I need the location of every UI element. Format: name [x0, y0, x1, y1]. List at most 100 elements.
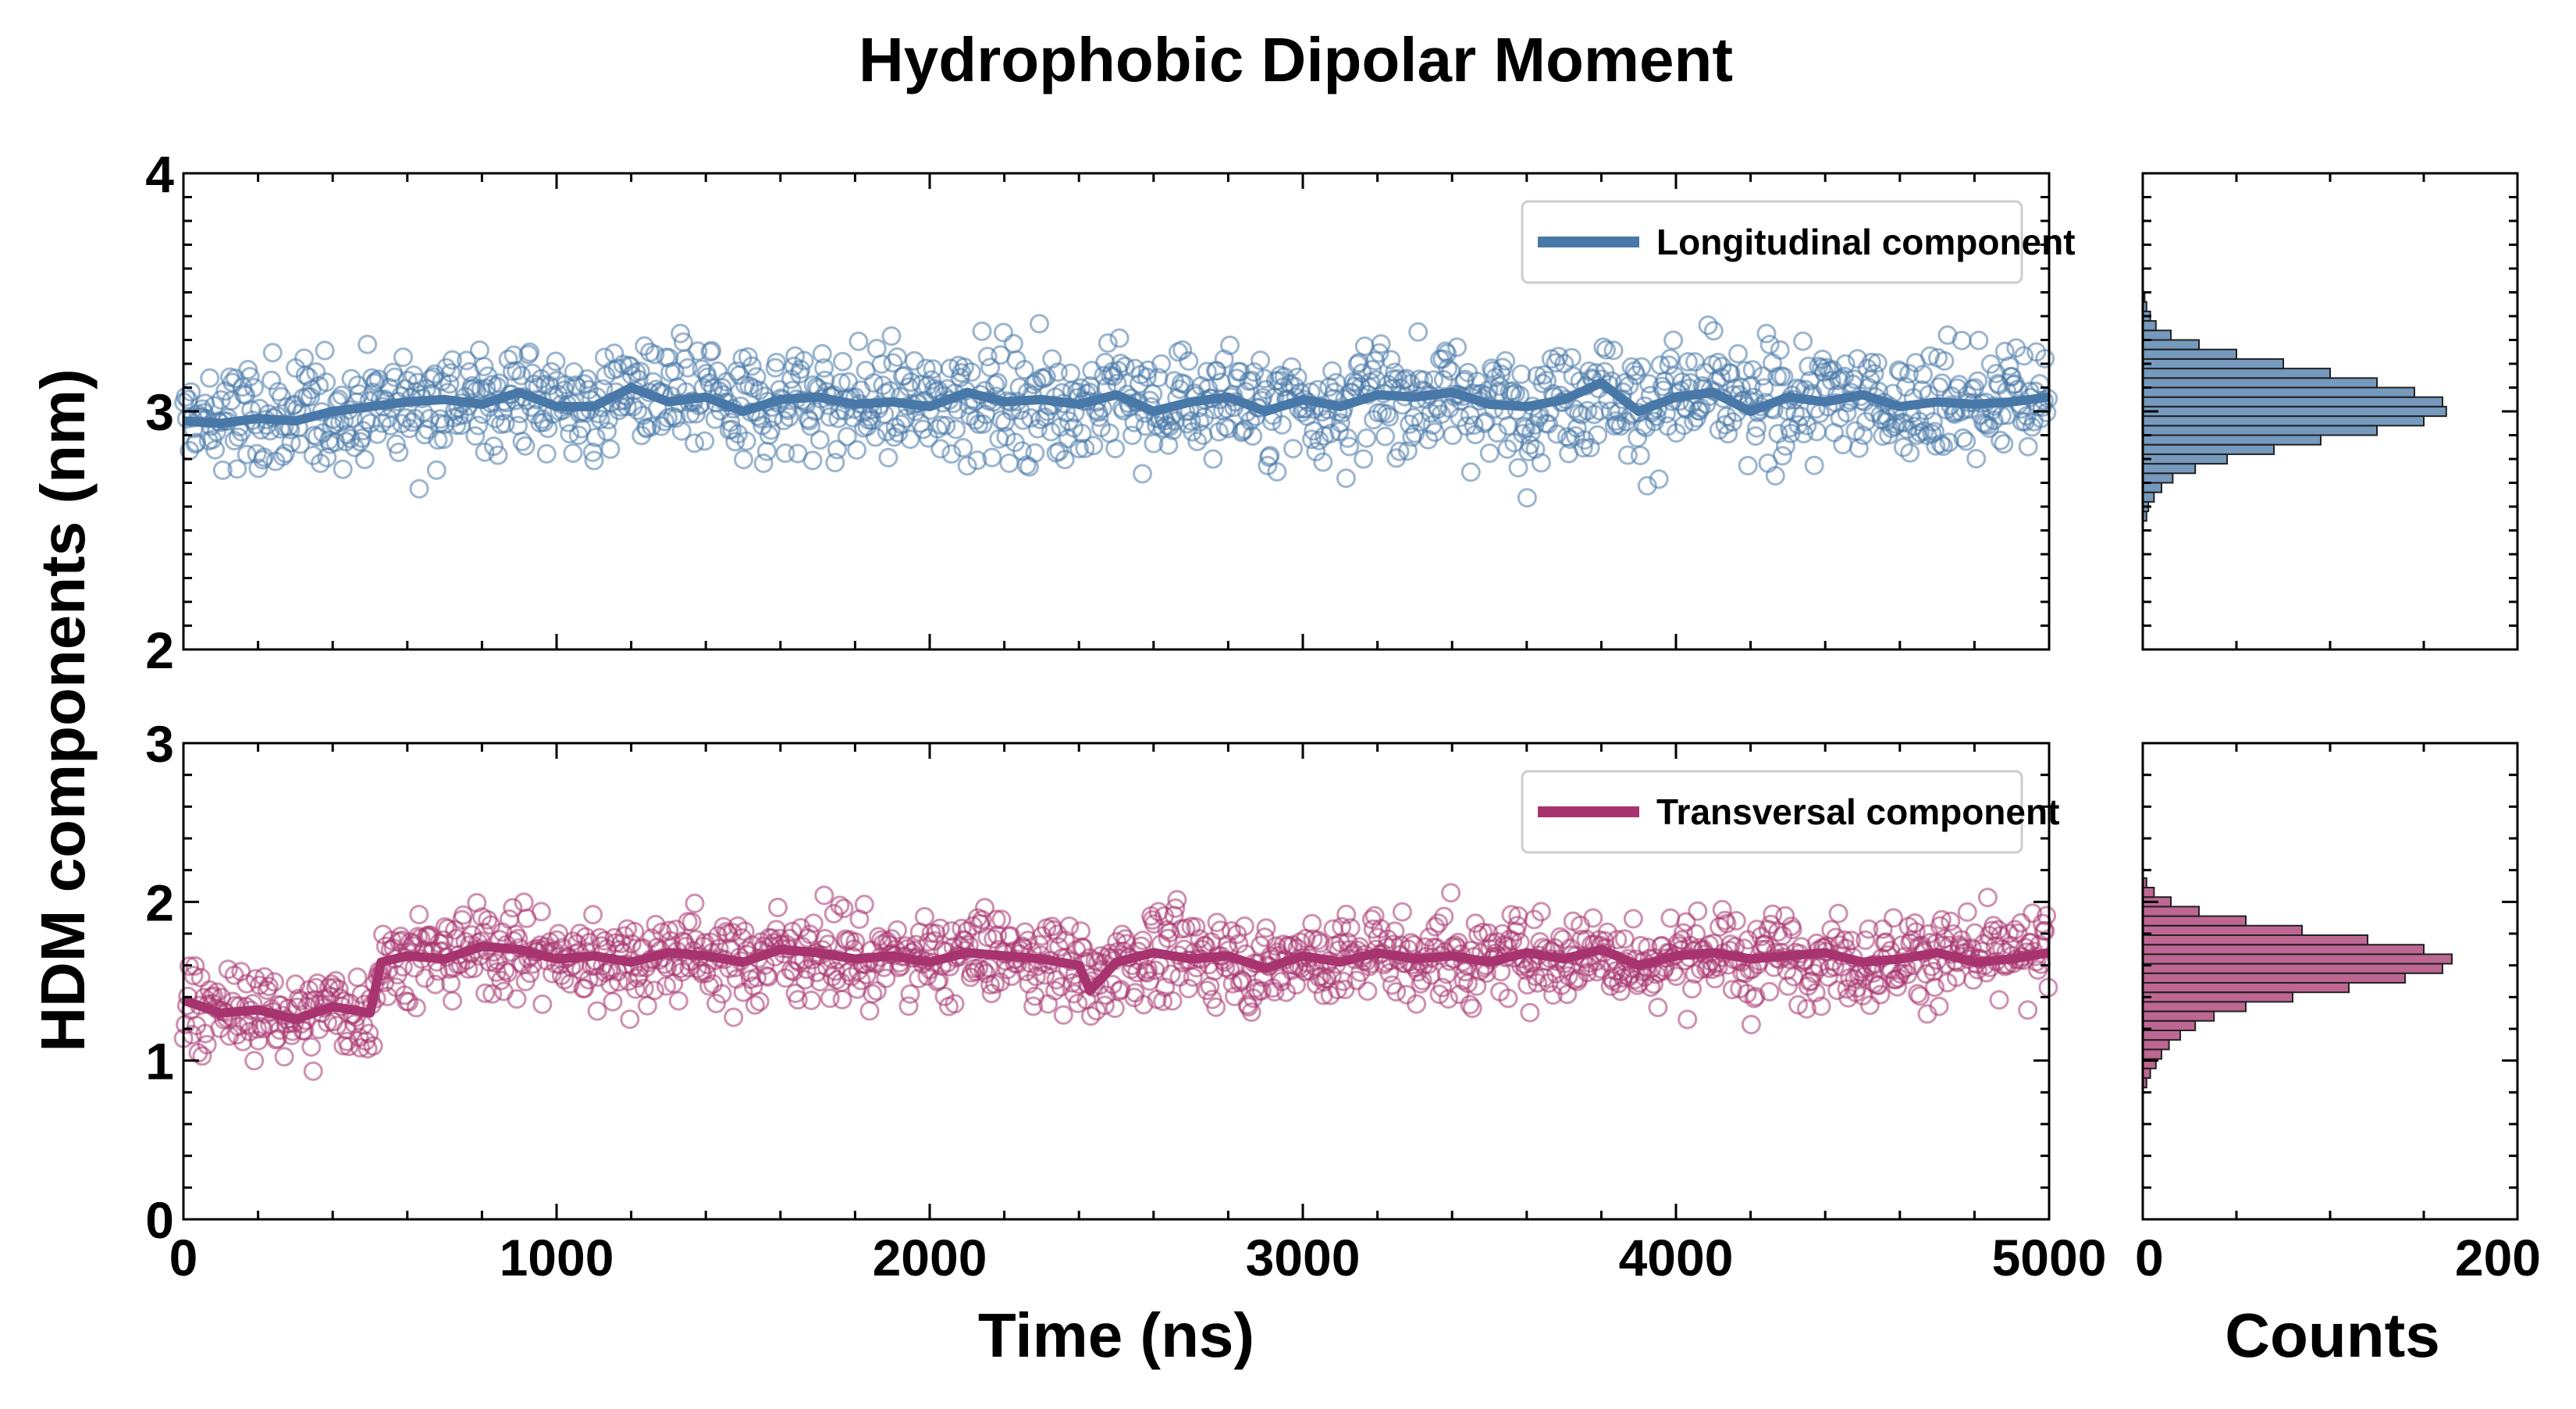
point-longitudinal [1220, 335, 1240, 355]
point-transversal [2023, 903, 2043, 923]
point-transversal [493, 981, 514, 1002]
histogram-bar-longitudinal [2142, 339, 2200, 350]
point-longitudinal [211, 390, 231, 410]
running-mean-line-transversal [182, 941, 2051, 1024]
point-transversal [1407, 994, 1427, 1014]
point-longitudinal [1968, 371, 1988, 391]
point-transversal [2005, 920, 2025, 940]
x-tick-label: 5000 [1992, 1229, 2107, 1286]
point-transversal [532, 994, 553, 1014]
point-longitudinal [1742, 360, 1763, 380]
point-longitudinal [418, 420, 438, 439]
point-transversal [1059, 916, 1080, 936]
point-transversal [1648, 998, 1668, 1017]
point-longitudinal [1508, 457, 1528, 478]
point-transversal [475, 983, 496, 1003]
point-longitudinal [686, 404, 706, 424]
point-longitudinal [498, 349, 518, 369]
point-transversal [1856, 930, 1876, 950]
point-longitudinal [1520, 435, 1540, 455]
point-transversal [1644, 974, 1663, 994]
point-longitudinal [1069, 439, 1089, 459]
point-longitudinal [222, 372, 242, 393]
y-tick-label: 4 [145, 145, 174, 203]
point-transversal [425, 974, 446, 994]
point-transversal [382, 930, 402, 951]
point-longitudinal [1708, 352, 1728, 372]
point-longitudinal [1371, 334, 1391, 354]
point-transversal [1888, 977, 1907, 997]
point-longitudinal [1124, 412, 1144, 432]
histogram-x-tick-label: 0 [2135, 1229, 2164, 1286]
point-longitudinal [1861, 352, 1881, 372]
point-transversal [1308, 930, 1328, 951]
point-longitudinal [921, 370, 941, 390]
point-longitudinal [1831, 368, 1852, 389]
point-transversal [1550, 927, 1570, 947]
point-transversal [1629, 973, 1649, 993]
point-longitudinal [734, 450, 753, 470]
point-longitudinal [386, 434, 406, 454]
point-transversal [406, 998, 426, 1018]
point-transversal [830, 895, 850, 916]
point-longitudinal [271, 386, 291, 407]
point-longitudinal [1631, 357, 1652, 377]
point-transversal [1432, 977, 1453, 998]
point-transversal [796, 959, 817, 980]
point-longitudinal [393, 347, 413, 368]
point-transversal [845, 932, 866, 952]
point-longitudinal [1804, 455, 1824, 475]
point-longitudinal [244, 378, 264, 398]
point-transversal [1462, 998, 1482, 1019]
point-transversal [1722, 980, 1742, 1000]
point-longitudinal [985, 375, 1005, 395]
point-transversal [575, 927, 596, 947]
point-longitudinal [361, 413, 381, 433]
point-transversal [1429, 913, 1449, 934]
point-transversal [1436, 964, 1457, 984]
point-transversal [1441, 883, 1461, 903]
histogram-bar-transversal [2142, 1001, 2247, 1012]
point-longitudinal [1756, 323, 1777, 343]
point-longitudinal [738, 347, 758, 367]
point-longitudinal [1835, 354, 1856, 374]
point-transversal [876, 968, 896, 988]
histogram-bar-longitudinal [2142, 377, 2378, 389]
point-longitudinal [833, 351, 852, 372]
point-transversal [1610, 981, 1631, 1002]
histogram-bar-longitudinal [2142, 491, 2155, 503]
point-transversal [966, 962, 986, 982]
point-longitudinal [281, 432, 301, 453]
point-longitudinal [967, 450, 987, 471]
histogram-bar-transversal [2142, 906, 2200, 917]
point-longitudinal [671, 323, 691, 343]
point-longitudinal [1151, 354, 1172, 374]
point-longitudinal [1408, 322, 1429, 342]
point-longitudinal [1774, 367, 1794, 387]
point-transversal [621, 934, 642, 954]
point-transversal [832, 990, 852, 1009]
point-longitudinal [1728, 343, 1748, 364]
histogram-bar-longitudinal [2142, 482, 2162, 493]
point-transversal [1333, 971, 1354, 991]
histogram-bar-longitudinal [2142, 396, 2443, 407]
x-tick-label: 2000 [873, 1229, 987, 1286]
point-longitudinal [469, 340, 489, 361]
point-longitudinal [457, 350, 477, 371]
point-longitudinal [1770, 340, 1790, 360]
point-longitudinal [560, 424, 580, 444]
point-transversal [1498, 988, 1518, 1009]
point-transversal [972, 909, 992, 930]
chart-marks [173, 291, 2453, 1089]
point-transversal [443, 991, 462, 1011]
point-longitudinal [1190, 412, 1210, 432]
point-longitudinal [1376, 404, 1397, 424]
point-longitudinal [827, 439, 847, 460]
point-longitudinal [761, 420, 781, 440]
point-transversal [1778, 976, 1799, 996]
histogram-bar-transversal [2142, 962, 2443, 974]
point-transversal [1712, 899, 1732, 920]
point-longitudinal [1999, 356, 2019, 376]
point-longitudinal [1133, 464, 1152, 484]
